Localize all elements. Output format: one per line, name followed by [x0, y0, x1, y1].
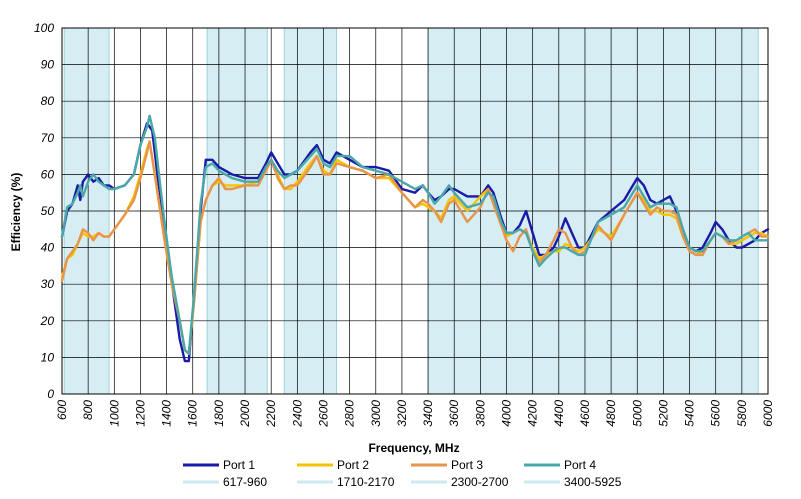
x-tick-label: 2200: [264, 400, 278, 428]
y-tick-label: 20: [40, 314, 55, 328]
legend-label-port-4: Port 4: [564, 458, 596, 472]
x-tick-label: 5600: [709, 400, 723, 427]
x-tick-label: 2600: [316, 400, 330, 428]
series-line-port-3: [60, 140, 770, 355]
y-axis-label: Efficiency (%): [9, 173, 23, 252]
x-tick-label: 5200: [656, 400, 670, 427]
y-tick-label: 50: [41, 204, 55, 218]
y-tick-label: 40: [41, 241, 55, 255]
legend: Port 1 Port 2 Port 3 Port 4 617-960 1710-2170…: [183, 458, 622, 489]
legend-label-port-1: Port 1: [223, 458, 255, 472]
x-tick-label: 1800: [212, 400, 226, 427]
x-tick-label: 1000: [107, 400, 121, 427]
x-tick-label: 2800: [343, 400, 357, 428]
x-tick-label: 1400: [160, 400, 174, 427]
legend-label-band-3: 2300-2700: [451, 475, 509, 489]
x-tick-label: 3600: [447, 400, 461, 427]
y-tick-label: 70: [41, 131, 55, 145]
x-tick-label: 800: [81, 400, 95, 420]
legend-label-port-3: Port 3: [451, 458, 483, 472]
x-tick-label: 1600: [186, 400, 200, 427]
x-tick-label: 600: [55, 400, 69, 420]
series-line-port-1: [60, 122, 770, 363]
x-tick-label: 2000: [238, 400, 252, 428]
y-tick-label: 10: [41, 350, 55, 364]
y-tick-label: 0: [47, 387, 54, 401]
x-tick-label: 5800: [735, 400, 749, 427]
legend-label-band-1: 617-960: [223, 475, 267, 489]
plot-frame: [61, 27, 769, 395]
legend-label-band-2: 1710-2170: [337, 475, 395, 489]
x-tick-label: 4600: [578, 400, 592, 427]
x-tick-label: 3000: [369, 400, 383, 427]
x-tick-label: 3800: [473, 400, 487, 427]
y-tick-label: 90: [41, 58, 55, 72]
x-tick-label: 3400: [421, 400, 435, 427]
y-tick-label: 80: [41, 94, 55, 108]
y-tick-label: 100: [34, 21, 54, 35]
x-tick-label: 4400: [552, 400, 566, 427]
x-tick-label: 5000: [630, 400, 644, 427]
x-tick-label: 5400: [683, 400, 697, 427]
x-tick-label: 4800: [604, 400, 618, 427]
x-tick-label: 4000: [500, 400, 514, 427]
y-tick-label: 30: [41, 277, 55, 291]
legend-label-port-2: Port 2: [337, 458, 369, 472]
x-tick-label: 2400: [290, 400, 304, 428]
x-tick-label: 1200: [133, 400, 147, 427]
x-tick-label: 6000: [761, 400, 775, 427]
x-tick-label: 4200: [526, 400, 540, 427]
legend-label-band-4: 3400-5925: [564, 475, 622, 489]
x-axis-label: Frequency, MHz: [368, 441, 459, 455]
series-line-port-4: [60, 114, 770, 355]
x-tick-label: 3200: [395, 400, 409, 427]
y-tick-label: 60: [41, 167, 55, 181]
